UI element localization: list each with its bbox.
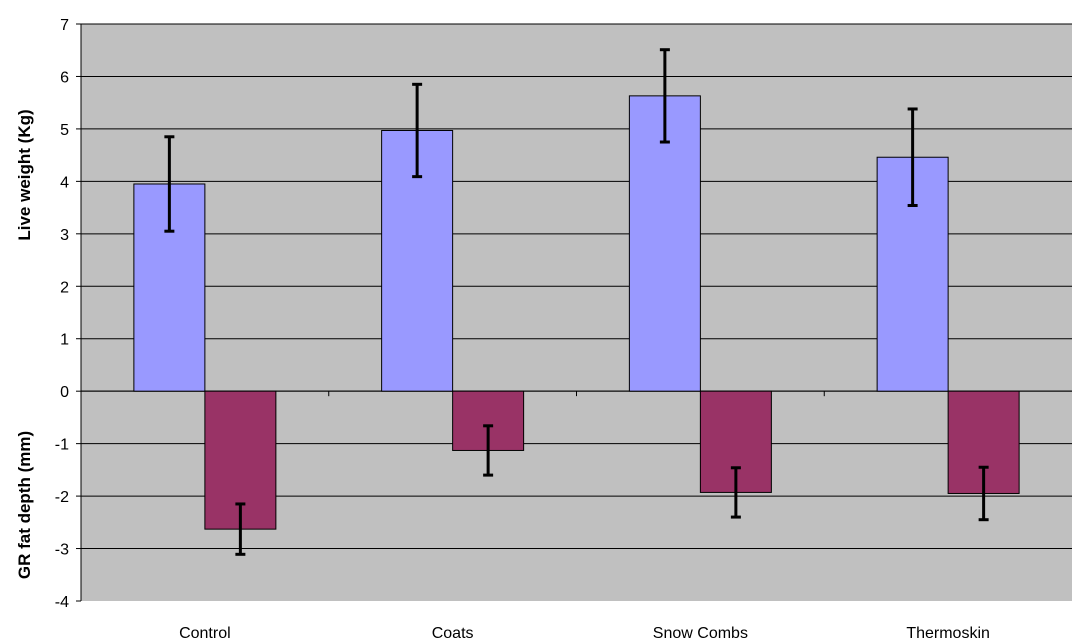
x-tick-label: Coats xyxy=(432,625,474,642)
y-tick-label: -1 xyxy=(55,437,69,454)
y-tick-label: -2 xyxy=(55,489,69,506)
y-tick-label: 3 xyxy=(60,227,69,244)
y-axis-title-gr-fat-depth: GR fat depth (mm) xyxy=(15,431,34,579)
y-tick-label: 5 xyxy=(60,122,69,139)
y-tick-label: 2 xyxy=(60,279,69,296)
y-tick-label: -4 xyxy=(55,594,69,611)
y-axis-title-live-weight: Live weight (Kg) xyxy=(15,109,34,240)
y-tick-label: 4 xyxy=(60,174,69,191)
y-tick-label: 0 xyxy=(60,384,69,401)
x-tick-label: Snow Combs xyxy=(653,625,748,642)
y-tick-label: 6 xyxy=(60,69,69,86)
labels: -4 -3 -2 -1 0 1 2 3 4 5 6 7 Control Coats Snow Combs Th… xyxy=(55,17,990,642)
error-bars xyxy=(164,48,989,556)
bar xyxy=(628,95,701,392)
x-tick-label: Thermoskin xyxy=(906,625,990,642)
y-tick-label: 7 xyxy=(60,17,69,34)
y-tick-label: 1 xyxy=(60,332,69,349)
y-tick-label: -3 xyxy=(55,542,69,559)
x-tick-label: Control xyxy=(179,625,231,642)
